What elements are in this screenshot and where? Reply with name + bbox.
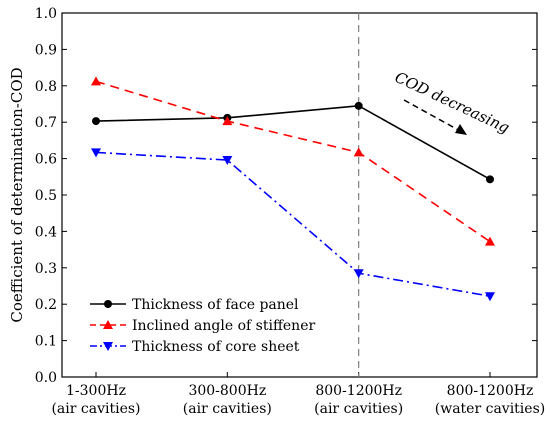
x-tick-label: 1-300Hz (66, 383, 126, 399)
x-tick-label: 300-800Hz (188, 383, 266, 399)
legend: Thickness of face panel Inclined angle of… (90, 297, 315, 355)
series-line (95, 80, 491, 243)
data-point-triangle (91, 76, 101, 86)
series-2 (91, 76, 495, 246)
series-1 (92, 101, 494, 184)
x-tick-label: (air cavities) (314, 401, 403, 417)
x-tick-label: (water cavities) (435, 401, 545, 417)
data-point-triangle-down (485, 292, 495, 302)
y-tick-label: 0.4 (35, 224, 57, 240)
plot-area: 0.0 0.1 0.2 0.3 0.4 0.5 0.6 0.7 0.8 0.9 1.0 1-300Hz… (35, 6, 546, 417)
y-tick-label: 0.3 (35, 261, 57, 277)
annotation: COD decreasing (392, 68, 512, 137)
legend-label: Inclined angle of stiffener (132, 318, 315, 334)
data-point-triangle (353, 147, 364, 157)
data-point-circle (486, 175, 494, 184)
x-tick-label: (air cavities) (183, 401, 272, 417)
data-point-circle (354, 101, 363, 110)
y-tick-label: 0.6 (35, 152, 57, 168)
data-point-triangle-down (103, 342, 113, 351)
y-tick-label: 0.7 (35, 115, 57, 131)
series-3 (91, 148, 495, 302)
data-point-triangle (485, 236, 495, 246)
x-tick-label: 800-1200Hz (447, 383, 534, 399)
data-point-circle (104, 300, 112, 308)
series-line (95, 105, 491, 181)
data-point-triangle (103, 320, 113, 329)
series-line (95, 151, 491, 297)
y-axis-title: Coefficient of determination-COD (8, 67, 26, 322)
annotation-arrowhead (455, 124, 467, 135)
y-tick-label: 1.0 (35, 6, 57, 22)
y-tick-label: 0.0 (35, 370, 57, 386)
y-tick-label: 0.2 (35, 297, 57, 313)
legend-label: Thickness of face panel (132, 297, 299, 313)
data-point-triangle-down (353, 269, 364, 279)
data-point-triangle-down (91, 148, 101, 158)
data-point-triangle-down (222, 156, 233, 166)
y-tick-label: 0.5 (35, 188, 57, 204)
x-tick-label: 800-1200Hz (315, 383, 402, 399)
legend-label: Thickness of core sheet (132, 339, 300, 355)
annotation-arrow (403, 99, 463, 133)
y-tick-label: 0.8 (35, 79, 57, 95)
y-tick-label: 0.1 (35, 334, 57, 350)
y-tick-label: 0.9 (35, 42, 57, 58)
data-point-triangle (222, 116, 233, 126)
data-point-circle (92, 117, 100, 126)
x-tick-label: (air cavities) (51, 401, 140, 417)
